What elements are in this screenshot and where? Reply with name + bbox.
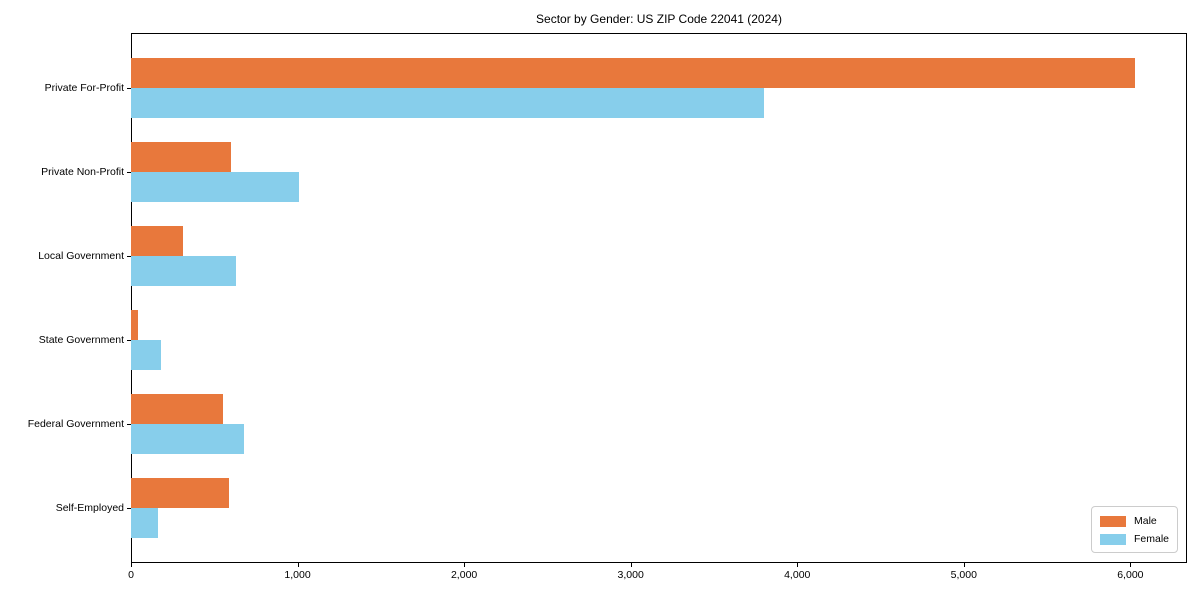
- legend-swatch-female: [1100, 533, 1126, 545]
- ytick-label-self-employed: Self-Employed: [55, 502, 124, 514]
- bar-female-federal-government: [131, 424, 244, 454]
- ytick-label-federal-government: Federal Government: [27, 418, 124, 430]
- bar-female-private-non-profit: [131, 172, 299, 202]
- legend-swatch-male: [1100, 515, 1126, 527]
- xtick-mark: [297, 563, 299, 567]
- xtick-mark: [797, 563, 799, 567]
- legend-label-female: Female: [1134, 533, 1170, 545]
- xtick-label-2000: 2,000: [450, 569, 478, 581]
- ytick-mark: [127, 508, 131, 509]
- bar-female-self-employed: [131, 508, 158, 538]
- xtick-label-5000: 5,000: [950, 569, 977, 581]
- bar-male-private-for-profit: [131, 58, 1135, 88]
- xtick-label-0: 0: [128, 569, 134, 581]
- bar-male-state-government: [131, 310, 138, 340]
- xtick-mark: [131, 563, 132, 567]
- xtick-mark: [464, 563, 466, 567]
- legend-row-female: Female: [1100, 532, 1169, 546]
- bar-female-local-government: [131, 256, 236, 286]
- ytick-label-private-for-profit: Private For-Profit: [44, 82, 124, 94]
- ytick-label-state-government: State Government: [38, 334, 124, 346]
- bar-female-state-government: [131, 340, 161, 370]
- ytick-label-private-non-profit: Private Non-Profit: [41, 166, 124, 178]
- bar-female-private-for-profit: [131, 88, 764, 118]
- bar-male-private-non-profit: [131, 142, 231, 172]
- xtick-label-4000: 4,000: [784, 569, 811, 581]
- xtick-label-1000: 1,000: [284, 569, 311, 581]
- xtick-mark: [630, 563, 632, 567]
- legend: Male Female: [1091, 506, 1178, 553]
- ytick-label-local-government: Local Government: [38, 250, 124, 262]
- xtick-mark: [1130, 563, 1132, 567]
- xtick-label-6000: 6,000: [1117, 569, 1144, 581]
- bar-male-self-employed: [131, 478, 229, 508]
- bar-male-federal-government: [131, 394, 223, 424]
- chart-title: Sector by Gender: US ZIP Code 22041 (202…: [536, 12, 782, 26]
- xtick-label-3000: 3,000: [617, 569, 644, 581]
- bar-male-local-government: [131, 226, 183, 256]
- legend-label-male: Male: [1134, 515, 1157, 527]
- ytick-mark: [127, 340, 131, 341]
- plot-area: [131, 33, 1187, 563]
- ytick-mark: [127, 424, 131, 425]
- ytick-mark: [127, 256, 131, 257]
- ytick-mark: [127, 172, 131, 173]
- legend-row-male: Male: [1100, 514, 1169, 528]
- ytick-mark: [127, 88, 131, 89]
- xtick-mark: [963, 563, 965, 567]
